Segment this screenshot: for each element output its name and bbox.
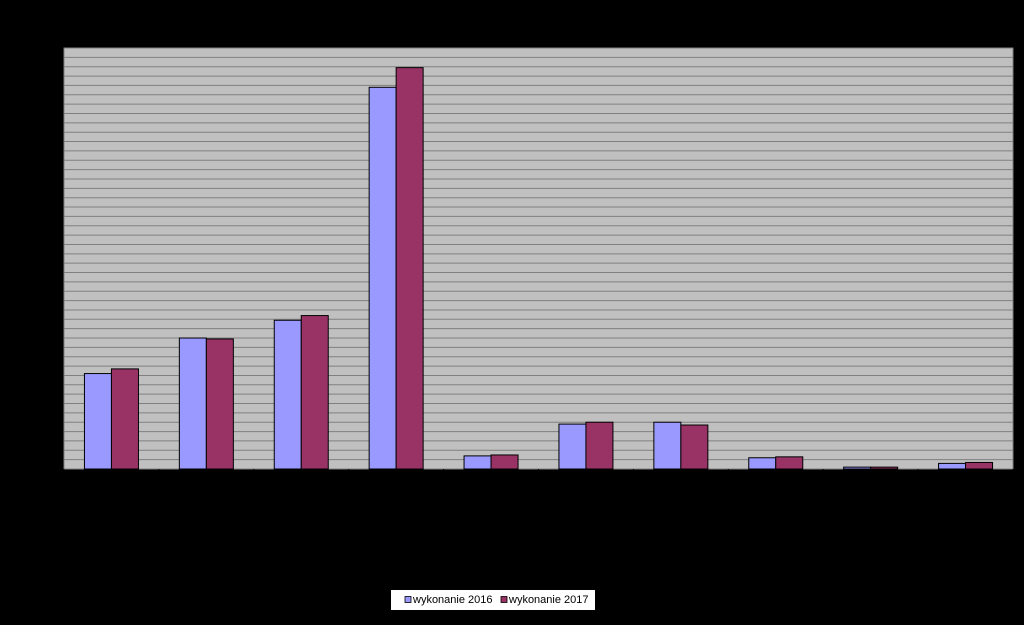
y-tick-label: 15 bbox=[44, 323, 56, 335]
legend-swatch bbox=[404, 596, 412, 603]
y-tick-label: 3 bbox=[50, 435, 56, 447]
y-tick-label: 40 bbox=[44, 89, 56, 101]
bar bbox=[110, 368, 139, 470]
bar bbox=[938, 462, 967, 470]
bar bbox=[490, 454, 519, 470]
bar bbox=[775, 456, 804, 470]
y-tick-label: 16 bbox=[44, 313, 56, 325]
y-tick-label: 2 bbox=[50, 444, 56, 456]
y-tick-label: 23 bbox=[44, 248, 56, 260]
y-tick-label: 5 bbox=[50, 416, 56, 428]
bar bbox=[368, 86, 397, 470]
bar bbox=[205, 338, 234, 470]
y-tick-label: 11 bbox=[45, 360, 56, 372]
bar bbox=[965, 461, 994, 470]
y-tick-label: 21 bbox=[44, 266, 56, 278]
y-tick-label: 32 bbox=[44, 164, 56, 176]
bar bbox=[585, 421, 614, 470]
y-tick-label: 19 bbox=[44, 285, 56, 297]
y-tick-label: 41 bbox=[44, 79, 56, 91]
y-tick-label: 38 bbox=[44, 107, 56, 119]
y-tick-label: 33 bbox=[44, 154, 56, 166]
y-tick-label: 6 bbox=[50, 407, 56, 419]
y-tick-label: 36 bbox=[44, 126, 56, 138]
bar bbox=[178, 337, 207, 470]
bar bbox=[870, 466, 899, 470]
y-tick-label: 28 bbox=[44, 201, 56, 213]
bar bbox=[83, 373, 112, 470]
y-tick-label: 35 bbox=[44, 135, 56, 147]
y-tick-label: 37 bbox=[44, 117, 56, 129]
y-tick-label: 13 bbox=[44, 341, 56, 353]
bar bbox=[395, 67, 424, 470]
y-tick-label: 27 bbox=[44, 210, 56, 222]
y-tick-label: 24 bbox=[44, 238, 56, 250]
y-tick-label: 8 bbox=[50, 388, 56, 400]
y-tick-label: 29 bbox=[44, 192, 56, 204]
bar bbox=[748, 457, 777, 470]
legend-label: wykonanie 2017 bbox=[508, 594, 589, 606]
bar bbox=[300, 315, 329, 470]
y-tick-label: 17 bbox=[44, 304, 56, 316]
y-tick-label: 39 bbox=[44, 98, 56, 110]
y-tick-label: 44 bbox=[44, 51, 56, 63]
bar bbox=[463, 455, 492, 470]
bar bbox=[558, 423, 587, 470]
y-tick-label: 26 bbox=[44, 220, 56, 232]
y-tick-label: 9 bbox=[50, 379, 56, 391]
y-tick-label: 18 bbox=[44, 295, 56, 307]
y-tick-label: 7 bbox=[50, 397, 56, 409]
legend-swatch bbox=[500, 596, 508, 603]
y-tick-label: 12 bbox=[44, 351, 56, 363]
bar bbox=[680, 424, 709, 470]
y-tick-label: 42 bbox=[44, 70, 56, 82]
legend-label: wykonanie 2016 bbox=[412, 594, 493, 606]
y-tick-label: 45 bbox=[44, 42, 56, 54]
bar bbox=[843, 466, 872, 470]
bar bbox=[653, 421, 682, 470]
y-tick-label: 10 bbox=[44, 369, 56, 381]
y-tick-label: 31 bbox=[44, 173, 56, 185]
y-tick-label: 43 bbox=[44, 61, 56, 73]
y-tick-label: 1 bbox=[50, 454, 56, 466]
y-tick-label: 30 bbox=[44, 182, 56, 194]
y-tick-label: 22 bbox=[44, 257, 56, 269]
y-tick-label: 25 bbox=[44, 229, 56, 241]
y-tick-label: 34 bbox=[44, 145, 56, 157]
y-tick-label: 20 bbox=[44, 276, 56, 288]
y-tick-label: 4 bbox=[50, 425, 56, 437]
legend-box bbox=[391, 590, 595, 610]
bar bbox=[273, 319, 302, 470]
y-tick-label: 0 bbox=[50, 463, 56, 475]
y-tick-label: 14 bbox=[44, 332, 56, 344]
